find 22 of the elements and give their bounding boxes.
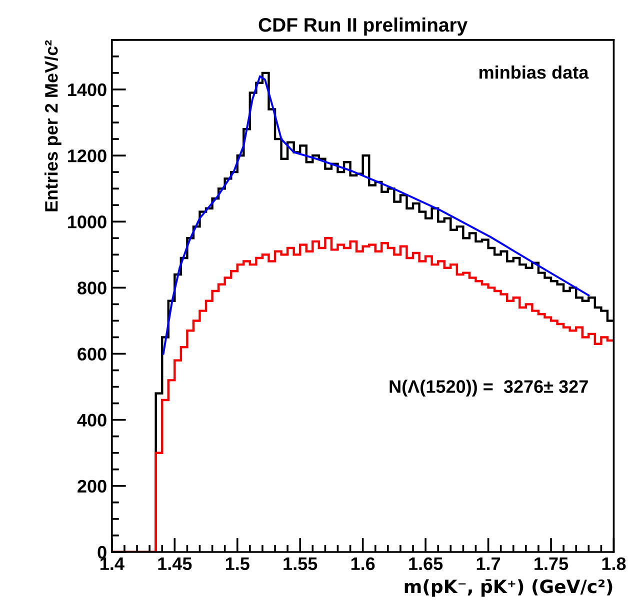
x-tick-label: 1.6: [351, 557, 375, 570]
chart-title: CDF Run II preliminary: [258, 17, 468, 36]
y-tick-label: 200: [78, 480, 106, 493]
x-tick-label: 1.5: [226, 558, 250, 570]
x-tick-label: 1.4: [100, 558, 124, 570]
y-tick-label: 400: [77, 414, 106, 427]
y-axis-title: Entries per 2 MeV/c²: [44, 40, 62, 212]
x-axis-title: m(pK⁻, p̄K⁺) (GeV/c²): [404, 579, 612, 597]
x-tick-label: 1.75: [534, 558, 568, 570]
x-tick-label: 1.45: [158, 558, 192, 570]
annotation: N(Λ(1520)) = 3276± 327: [390, 380, 588, 397]
y-tick-label: 1400: [68, 83, 106, 96]
annotation: minbias data: [479, 66, 589, 79]
y-tick-label: 0: [98, 546, 106, 559]
y-tick-label: 800: [78, 282, 106, 294]
x-tick-label: 1.7: [476, 558, 500, 570]
y-tick-label: 600: [78, 348, 106, 360]
y-tick-label: 1200: [68, 149, 106, 162]
x-tick-label: 1.8: [602, 557, 626, 570]
x-tick-label: 1.65: [409, 557, 443, 570]
y-tick-label: 1000: [68, 216, 106, 228]
x-tick-label: 1.55: [284, 558, 318, 570]
